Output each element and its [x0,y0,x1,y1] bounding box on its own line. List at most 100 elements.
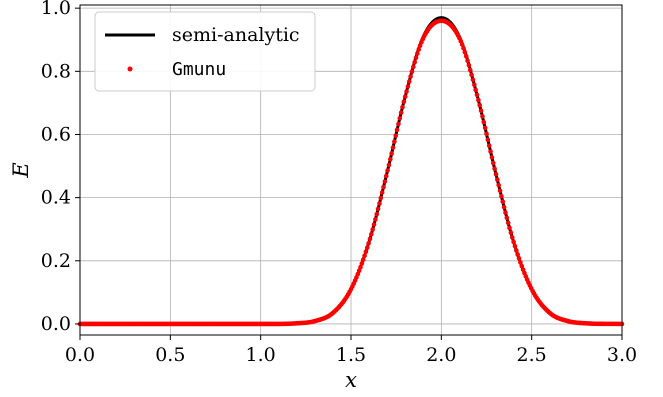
series-point [508,230,514,235]
legend-label-gmunu: Gmunu [172,59,226,80]
x-tick-label: 1.0 [246,344,276,366]
series-point [364,245,370,250]
series-point [370,227,375,232]
series-point [520,267,526,272]
series-point [413,55,419,61]
series-point [375,206,381,212]
x-tick-label: 1.5 [336,344,366,366]
series-point [500,199,506,204]
series-point [461,45,466,51]
series-point [383,173,389,179]
y-axis-label: E [9,162,33,178]
series-point [505,220,511,226]
series-point [511,239,516,245]
series-point [362,253,367,259]
series-point [379,190,385,195]
series-point [485,137,491,142]
series-point [367,236,373,242]
series-point [496,182,501,188]
y-tick-label: 0.2 [41,250,71,272]
series-point [398,110,404,115]
series-point [386,162,392,168]
series-point [473,87,478,93]
legend-point-marker [127,66,133,72]
series-point [476,97,481,103]
series-point [465,58,470,63]
series-point [459,42,465,47]
series-point [507,225,512,231]
series-point [467,67,473,73]
series-point [373,217,378,222]
series-point [488,149,493,154]
series-point [462,49,468,55]
series-point [356,268,362,274]
series-point [412,59,417,65]
series-point [463,54,469,59]
series-point [390,145,396,150]
series-point [416,47,422,52]
legend: semi-analytic Gmunu [94,11,316,92]
series-point [486,143,492,148]
legend-label-semi-analytic: semi-analytic [172,24,300,46]
series-point [405,84,411,89]
series-point [396,121,401,127]
y-tick-label: 0.4 [41,187,71,209]
series-points-1 [77,18,625,327]
series-point [519,263,525,269]
y-tick-label: 0.6 [41,123,71,145]
series-point [492,166,497,171]
series-point [360,257,366,263]
series-point [374,211,380,217]
series-point [408,74,413,79]
series-point [509,235,515,240]
series-layer [77,16,625,327]
series-point [369,231,374,237]
series-point [363,249,369,255]
x-axis-label: x [345,368,357,392]
series-point [400,104,405,110]
series-point [382,179,388,184]
series-point [393,133,399,139]
series-point [495,177,500,182]
series-point [409,69,415,74]
series-point [388,156,393,162]
x-tick-label: 2.5 [517,344,547,366]
series-point [493,171,499,177]
series-point [514,248,519,253]
series-point [504,215,510,220]
series-point [515,252,520,257]
y-tick-label: 1.0 [41,0,71,19]
series-point [472,82,477,88]
series-point [512,243,518,249]
series-point [417,43,423,49]
series-point [478,108,484,114]
y-tick-label: 0.0 [41,313,71,335]
series-point [358,264,363,270]
series-point [404,89,409,94]
legend-box [94,11,316,92]
series-point [484,131,489,137]
series-point [389,151,394,156]
series-point [397,115,403,121]
series-point [469,72,474,78]
series-point [415,51,420,56]
series-point [401,99,407,105]
series-point [474,92,480,98]
series-point [503,210,508,215]
series-point [499,193,504,199]
x-tick-label: 0.0 [65,344,95,366]
x-tick-label: 3.0 [607,344,637,366]
series-point [480,114,485,119]
series-point [402,94,408,99]
series-point [394,127,400,133]
x-tick-label: 2.0 [426,344,456,366]
series-point [377,201,382,206]
series-point [490,160,496,166]
series-point [489,155,495,160]
series-point [392,139,397,144]
series-point [516,256,522,261]
series-point [481,119,487,125]
series-point [406,79,412,84]
x-tick-label: 0.5 [155,344,185,366]
